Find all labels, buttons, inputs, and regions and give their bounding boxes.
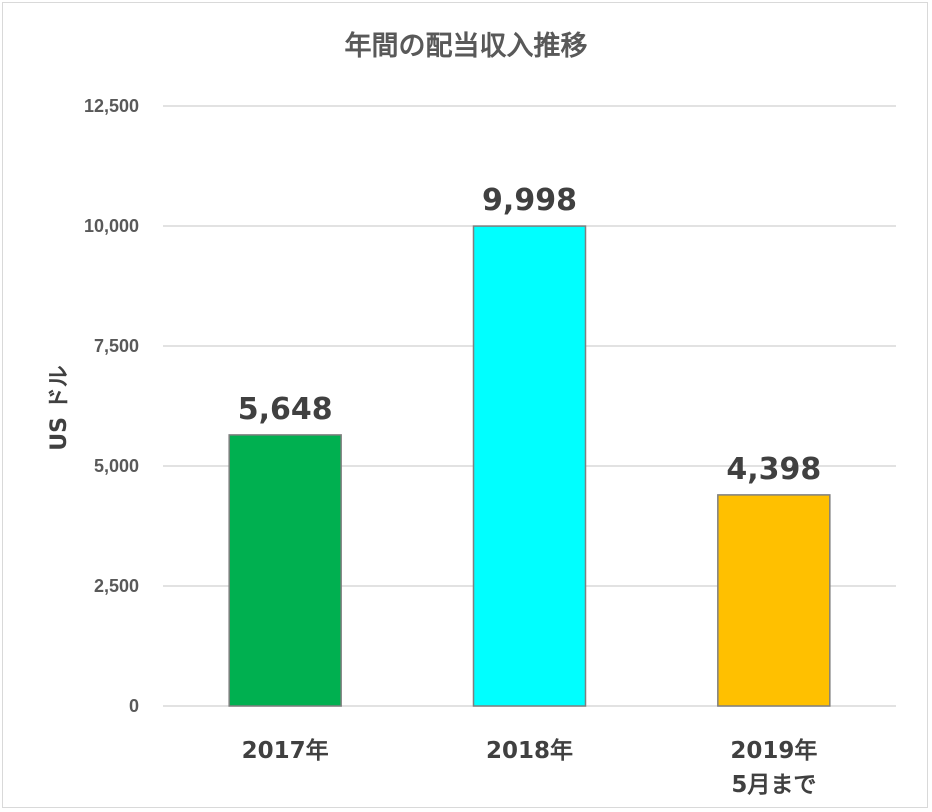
y-tick-label: 2,500 (94, 576, 139, 596)
bar (228, 434, 342, 707)
y-tick-label: 12,500 (84, 96, 139, 116)
data-label: 9,998 (482, 183, 577, 218)
x-tick-label: 2017年 (242, 737, 329, 764)
chart-title: 年間の配当収入推移 (344, 31, 588, 62)
data-label: 4,398 (726, 452, 821, 487)
data-label: 5,648 (238, 392, 333, 427)
bar (717, 494, 831, 707)
bar (472, 225, 587, 707)
x-tick-label: 2019年 (730, 737, 817, 764)
y-tick-label: 5,000 (94, 456, 139, 476)
x-tick-label: 2018年 (486, 737, 573, 764)
y-tick-label: 0 (129, 696, 139, 716)
y-tick-label: 10,000 (84, 216, 139, 236)
x-tick-label: 5月まで (731, 772, 816, 798)
y-tick-label: 7,500 (94, 336, 139, 356)
